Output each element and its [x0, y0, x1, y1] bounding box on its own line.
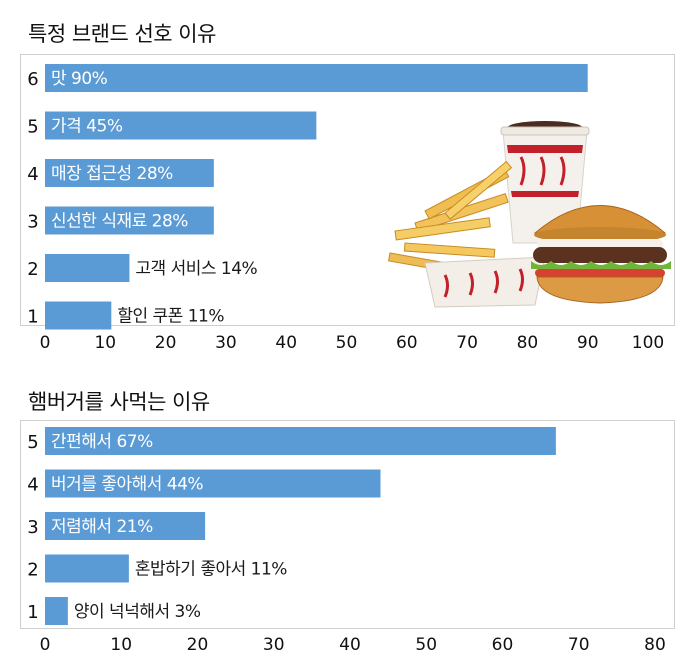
x-tick-label: 100 — [632, 333, 664, 353]
x-tick-label: 0 — [40, 333, 51, 353]
x-tick-label: 60 — [396, 333, 418, 353]
bar — [45, 512, 206, 540]
x-tick-label: 20 — [155, 333, 177, 353]
bar — [45, 427, 556, 455]
chart-panel-brand-preference: 특정 브랜드 선호 이유 — [20, 8, 675, 368]
burger-meal-illustration — [388, 121, 671, 308]
bar-label: 양이 넉넉해서 3% — [74, 602, 201, 622]
bar — [45, 206, 214, 235]
bar — [45, 597, 68, 625]
x-tick-label: 90 — [577, 333, 599, 353]
bar-label: 저렴해서 21% — [51, 517, 153, 537]
bar-label: 매장 접근성 28% — [51, 164, 173, 184]
x-tick-label: 60 — [492, 635, 514, 655]
bar — [45, 159, 214, 187]
bar — [45, 301, 112, 330]
chart-title-brand-preference: 특정 브랜드 선호 이유 — [28, 22, 216, 46]
x-tick-label: 30 — [215, 333, 237, 353]
x-tick-label: 50 — [336, 333, 358, 353]
bar-label: 고객 서비스 14% — [135, 259, 257, 279]
x-tick-label: 0 — [40, 635, 51, 655]
x-tick-label: 80 — [517, 333, 539, 353]
category-label: 3 — [27, 517, 38, 538]
bar — [45, 254, 130, 282]
category-label: 2 — [27, 259, 38, 280]
bar-label: 버거를 좋아해서 44% — [51, 475, 203, 495]
category-label: 1 — [27, 307, 38, 328]
category-label: 4 — [27, 475, 38, 496]
x-tick-label: 70 — [568, 635, 590, 655]
chart-panel-burger-reasons: 햄버거를 사먹는 이유 5 간편해서 67% 4 버거를 좋아해서 44% 3 저렴해서 … — [20, 380, 675, 662]
x-tick-label: 50 — [415, 635, 437, 655]
category-label: 1 — [27, 602, 38, 623]
bar — [45, 469, 381, 498]
x-tick-label: 40 — [275, 333, 297, 353]
category-label: 5 — [27, 117, 38, 138]
burger-meal-image — [385, 121, 675, 313]
category-label: 6 — [27, 69, 38, 90]
x-tick-label: 10 — [110, 635, 132, 655]
x-tick-label: 40 — [339, 635, 361, 655]
plot-frame — [20, 420, 675, 629]
bar-label: 간편해서 67% — [51, 432, 153, 452]
category-label: 3 — [27, 212, 38, 233]
x-tick-label: 80 — [644, 635, 666, 655]
plot-frame — [20, 54, 675, 326]
category-label: 2 — [27, 560, 38, 581]
bar — [45, 554, 129, 583]
chart-burger-reasons: 5 간편해서 67% 4 버거를 좋아해서 44% 3 저렴해서 21% 2 혼밥하기 좋아서… — [27, 427, 666, 655]
bar-label: 가격 45% — [51, 117, 123, 137]
x-tick-label: 10 — [94, 333, 116, 353]
x-tick-label: 30 — [263, 635, 285, 655]
category-label: 4 — [27, 164, 38, 185]
chart-title-burger-reasons: 햄버거를 사먹는 이유 — [28, 390, 210, 414]
bar-label: 맛 90% — [51, 69, 108, 89]
bar — [45, 111, 317, 140]
bar — [45, 64, 588, 92]
bar-label: 신선한 식재료 28% — [51, 212, 188, 232]
bar-label: 혼밥하기 좋아서 11% — [135, 560, 287, 580]
chart-brand-preference: 6 맛 90% 5 가격 45% 4 매장 접근성 28% 3 신선한 식재료 28% 2 고객 … — [27, 64, 664, 353]
x-tick-label: 20 — [187, 635, 209, 655]
x-tick-label: 70 — [456, 333, 478, 353]
bar-label: 할인 쿠폰 11% — [117, 307, 224, 327]
category-label: 5 — [27, 432, 38, 453]
